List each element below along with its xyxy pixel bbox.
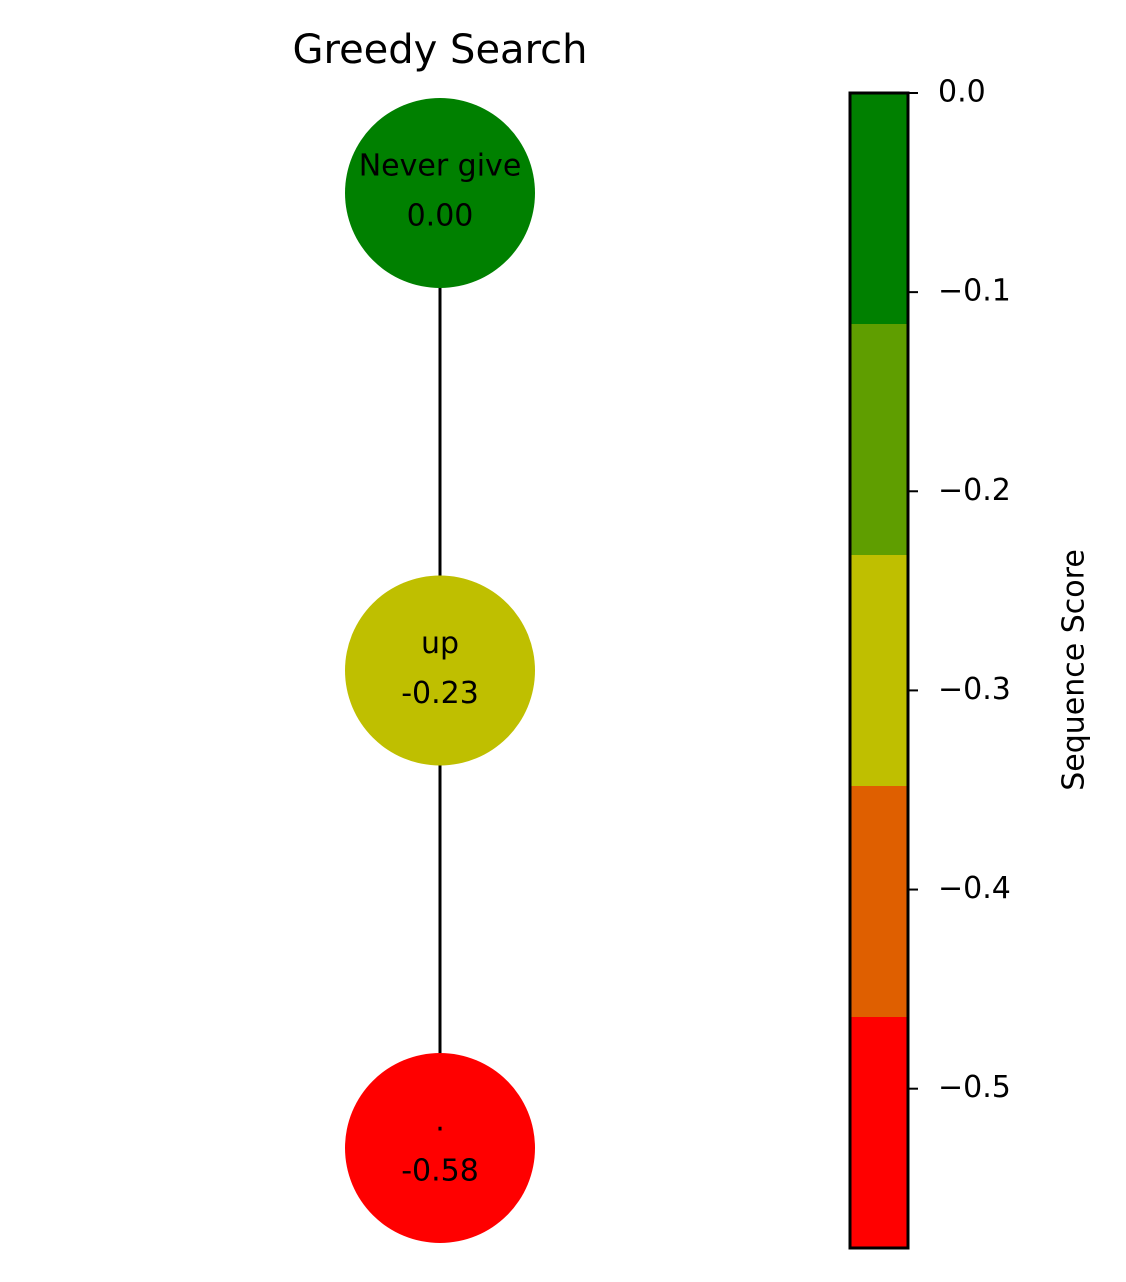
node xyxy=(345,1053,535,1243)
tick-label: −0.5 xyxy=(938,1070,1011,1105)
tick-label: −0.1 xyxy=(938,274,1011,309)
tick-label: −0.3 xyxy=(938,672,1011,707)
node-score: 0.00 xyxy=(407,199,474,234)
tick-label: 0.0 xyxy=(938,75,986,110)
tick-label: −0.4 xyxy=(938,871,1011,906)
colorbar-band xyxy=(850,555,908,786)
node-label: Never give xyxy=(359,149,522,184)
colorbar-frame xyxy=(848,91,910,1250)
colorbar-band xyxy=(850,1017,908,1248)
node-label: up xyxy=(421,626,459,661)
tick-label: −0.2 xyxy=(938,473,1011,508)
title: Greedy Search xyxy=(293,27,588,73)
colorbar-band xyxy=(850,324,908,555)
node xyxy=(345,575,535,766)
node-score: -0.23 xyxy=(401,676,479,711)
node xyxy=(345,98,535,288)
colorbar-label: Sequence Score xyxy=(1057,549,1092,791)
node-score: -0.58 xyxy=(401,1154,479,1189)
node-label: . xyxy=(435,1104,445,1139)
colorbar-band xyxy=(850,786,908,1017)
colorbar-band xyxy=(850,93,908,324)
